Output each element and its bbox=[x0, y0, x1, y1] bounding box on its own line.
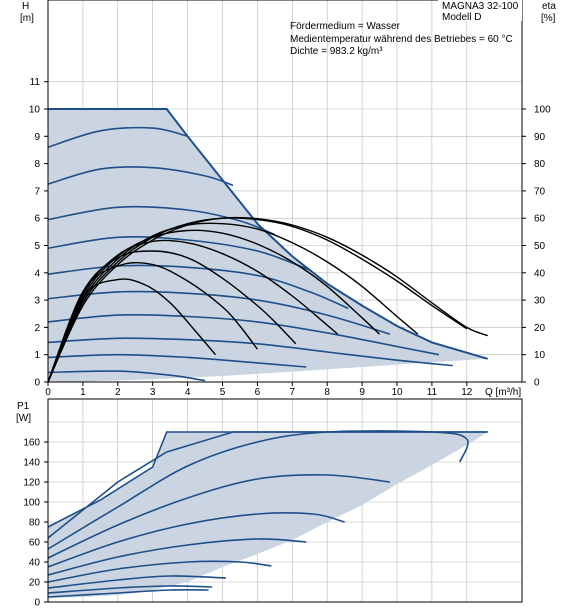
power-curve bbox=[47, 538, 307, 576]
head-y-ticks: 0 1 2 3 4 5 6 7 8 9 10 11 bbox=[29, 77, 48, 389]
power-chart-frame bbox=[47, 398, 523, 603]
head-envelope bbox=[48, 108, 488, 382]
power-tick-label: 160 bbox=[23, 438, 40, 449]
model-variant: Modell D bbox=[442, 12, 481, 23]
power-tick-label: 80 bbox=[29, 518, 41, 529]
head-curve bbox=[47, 370, 206, 382]
head-tick-label: 3 bbox=[34, 296, 40, 307]
flow-tick-label: 3 bbox=[150, 387, 156, 398]
head-curve bbox=[47, 264, 349, 310]
flow-axis-label: Q [m³/h] bbox=[485, 387, 521, 398]
head-max-curve bbox=[48, 108, 488, 360]
power-tick-label: 0 bbox=[34, 598, 40, 609]
eta-tick-label: 100 bbox=[534, 105, 551, 116]
efficiency-y-ticks: 0 10 20 30 40 50 60 70 80 90 100 bbox=[522, 105, 551, 389]
head-tick-label: 6 bbox=[34, 214, 40, 225]
head-tick-label: 9 bbox=[34, 132, 40, 143]
flow-x-ticks: 0 1 2 3 4 5 6 7 8 9 10 11 12 bbox=[45, 382, 473, 398]
medium-text: Fördermedium = Wasser bbox=[290, 21, 401, 32]
head-tick-label: 4 bbox=[34, 268, 40, 279]
power-y-ticks: 0 20 40 60 80 100 120 140 160 bbox=[23, 438, 48, 609]
model-box-bg bbox=[438, 0, 522, 21]
power-tick-label: 120 bbox=[23, 478, 40, 489]
power-curve bbox=[47, 512, 345, 568]
head-tick-label: 10 bbox=[29, 105, 41, 116]
temperature-text: Medientemperatur während des Betriebes =… bbox=[290, 34, 513, 45]
flow-tick-label: 12 bbox=[461, 387, 473, 398]
head-tick-label: 5 bbox=[34, 241, 40, 252]
power-axis-label: P1 bbox=[17, 401, 30, 412]
eta-tick-label: 90 bbox=[534, 132, 546, 143]
head-curve bbox=[47, 290, 391, 335]
head-curve bbox=[47, 236, 311, 271]
power-curve bbox=[47, 474, 391, 559]
eta-tick-label: 60 bbox=[534, 214, 546, 225]
head-curve bbox=[47, 353, 307, 368]
eta-tick-label: 0 bbox=[534, 378, 540, 389]
flow-tick-label: 8 bbox=[324, 387, 330, 398]
eta-tick-label: 30 bbox=[534, 296, 546, 307]
efficiency-curve bbox=[47, 261, 258, 383]
power-tick-label: 60 bbox=[29, 538, 41, 549]
eta-tick-label: 40 bbox=[534, 268, 546, 279]
eta-tick-label: 70 bbox=[534, 186, 546, 197]
efficiency-curves bbox=[47, 216, 488, 383]
flow-tick-label: 0 bbox=[45, 387, 51, 398]
power-curve bbox=[47, 585, 213, 594]
flow-tick-label: 5 bbox=[220, 387, 226, 398]
eta-tick-label: 50 bbox=[534, 241, 546, 252]
power-tick-label: 100 bbox=[23, 498, 40, 509]
eta-tick-label: 10 bbox=[534, 350, 546, 361]
head-curves bbox=[47, 126, 453, 382]
head-curve bbox=[47, 205, 276, 236]
flow-tick-label: 4 bbox=[185, 387, 191, 398]
power-tick-label: 140 bbox=[23, 458, 40, 469]
flow-tick-label: 6 bbox=[255, 387, 261, 398]
head-axis-unit: [m] bbox=[20, 13, 34, 24]
head-curve bbox=[47, 337, 453, 367]
eta-axis-unit: [%] bbox=[541, 13, 556, 24]
flow-tick-label: 11 bbox=[427, 387, 438, 398]
flow-tick-label: 2 bbox=[115, 387, 121, 398]
head-envelope-area bbox=[48, 109, 488, 382]
head-tick-label: 1 bbox=[34, 350, 40, 361]
head-tick-label: 0 bbox=[34, 378, 40, 389]
eta-tick-label: 80 bbox=[534, 159, 546, 170]
density-text: Dichte = 983.2 kg/m³ bbox=[290, 46, 383, 57]
power-curve bbox=[47, 430, 469, 550]
power-curve bbox=[47, 560, 272, 583]
efficiency-curve bbox=[47, 278, 217, 383]
head-tick-label: 7 bbox=[34, 186, 40, 197]
power-envelope bbox=[48, 432, 488, 598]
power-curve bbox=[47, 588, 209, 598]
power-axis-unit: [W] bbox=[16, 413, 31, 424]
flow-tick-label: 10 bbox=[391, 387, 403, 398]
model-name: MAGNA3 32-100 bbox=[442, 1, 519, 12]
head-axis-label: H bbox=[22, 1, 29, 12]
power-tick-label: 20 bbox=[29, 578, 41, 589]
power-envelope-area bbox=[48, 432, 488, 598]
power-curves bbox=[47, 430, 488, 598]
eta-axis-label: eta bbox=[542, 1, 556, 12]
flow-tick-label: 7 bbox=[290, 387, 296, 398]
eta-tick-label: 20 bbox=[534, 323, 546, 334]
head-curve bbox=[47, 313, 440, 356]
flow-tick-label: 1 bbox=[80, 387, 86, 398]
flow-tick-label: 9 bbox=[359, 387, 365, 398]
head-tick-label: 11 bbox=[30, 77, 41, 88]
power-curve bbox=[47, 575, 227, 589]
efficiency-curve bbox=[47, 216, 488, 383]
power-tick-label: 40 bbox=[29, 558, 41, 569]
head-tick-label: 8 bbox=[34, 159, 40, 170]
efficiency-curve bbox=[47, 222, 419, 383]
head-curve bbox=[47, 126, 188, 148]
efficiency-curve bbox=[47, 217, 468, 383]
head-tick-label: 2 bbox=[34, 323, 40, 334]
head-curve bbox=[47, 166, 234, 187]
